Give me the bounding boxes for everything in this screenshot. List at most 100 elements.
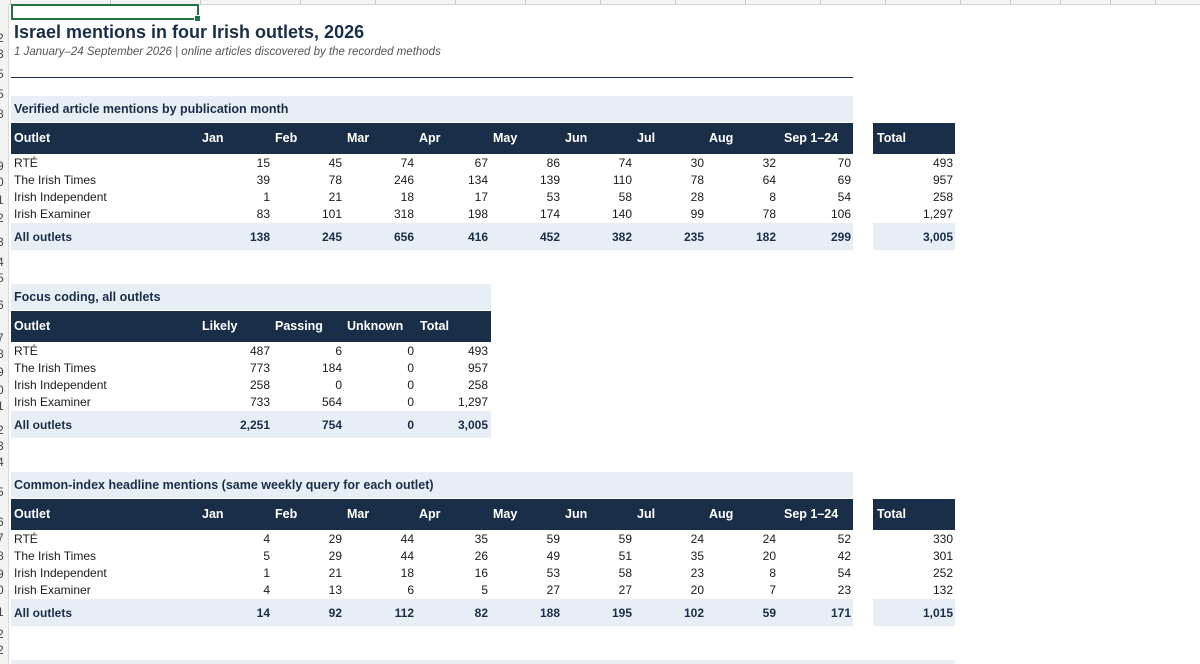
headline-row-total[interactable]: 252 bbox=[932, 566, 953, 580]
focus-cell[interactable]: 957 bbox=[467, 361, 488, 375]
monthly-col-header[interactable]: Aug bbox=[709, 131, 734, 145]
focus-all-cell[interactable]: 754 bbox=[321, 418, 342, 432]
headline-col-header[interactable]: Aug bbox=[709, 507, 734, 521]
monthly-cell[interactable]: 198 bbox=[467, 207, 488, 221]
focus-all-cell[interactable]: 3,005 bbox=[457, 418, 488, 432]
monthly-col-header[interactable]: Feb bbox=[275, 131, 298, 145]
monthly-all-cell[interactable]: 452 bbox=[539, 230, 560, 244]
headline-row-outlet[interactable]: Irish Independent bbox=[14, 566, 107, 580]
headline-cell[interactable]: 35 bbox=[690, 549, 704, 563]
monthly-cell[interactable]: 106 bbox=[830, 207, 851, 221]
monthly-cell[interactable]: 67 bbox=[474, 156, 488, 170]
monthly-cell[interactable]: 110 bbox=[612, 173, 632, 187]
monthly-cell[interactable]: 39 bbox=[256, 173, 270, 187]
headline-col-header[interactable]: Jan bbox=[202, 507, 224, 521]
monthly-row-outlet[interactable]: Irish Examiner bbox=[14, 207, 91, 221]
headline-cell[interactable]: 24 bbox=[762, 532, 776, 546]
row-number[interactable]: 6 bbox=[0, 516, 4, 528]
row-number[interactable]: 5 bbox=[0, 486, 4, 498]
headline-cell[interactable]: 20 bbox=[690, 583, 704, 597]
focus-cell[interactable]: 1,297 bbox=[457, 395, 488, 409]
monthly-col-header[interactable]: Jul bbox=[637, 131, 656, 145]
headline-row-outlet[interactable]: The Irish Times bbox=[14, 549, 97, 563]
row-number[interactable]: 3 bbox=[0, 48, 4, 60]
monthly-all-cell[interactable]: 299 bbox=[830, 230, 851, 244]
headline-all-outlets-label[interactable]: All outlets bbox=[14, 606, 73, 620]
headline-col-header[interactable]: Jun bbox=[565, 507, 588, 521]
row-number[interactable]: 9 bbox=[0, 160, 4, 172]
monthly-cell[interactable]: 134 bbox=[467, 173, 488, 187]
monthly-cell[interactable]: 30 bbox=[690, 156, 704, 170]
monthly-all-cell[interactable]: 382 bbox=[611, 230, 632, 244]
focus-row-outlet[interactable]: RTÉ bbox=[14, 344, 38, 358]
headline-col-header[interactable]: Apr bbox=[419, 507, 441, 521]
headline-cell[interactable]: 29 bbox=[328, 532, 342, 546]
row-number[interactable]: 1 bbox=[0, 400, 4, 412]
headline-row-total[interactable]: 330 bbox=[932, 532, 953, 546]
headline-cell[interactable]: 51 bbox=[618, 549, 632, 563]
monthly-row-outlet[interactable]: The Irish Times bbox=[14, 173, 97, 187]
monthly-cell[interactable]: 17 bbox=[474, 190, 488, 204]
monthly-col-header[interactable]: Sep 1–24 bbox=[784, 131, 839, 145]
row-number[interactable]: 1 bbox=[0, 606, 4, 618]
monthly-cell[interactable]: 174 bbox=[539, 207, 560, 221]
focus-cell[interactable]: 0 bbox=[407, 395, 414, 409]
monthly-cell[interactable]: 69 bbox=[837, 173, 851, 187]
row-number[interactable]: 0 bbox=[0, 384, 4, 396]
row-number[interactable]: 5 bbox=[0, 88, 4, 100]
headline-all-cell[interactable]: 92 bbox=[328, 606, 342, 620]
row-number[interactable]: 5 bbox=[0, 272, 4, 284]
monthly-col-header[interactable]: Mar bbox=[347, 131, 370, 145]
monthly-all-cell[interactable]: 656 bbox=[393, 230, 414, 244]
focus-cell[interactable]: 184 bbox=[321, 361, 342, 375]
focus-all-cell[interactable]: 0 bbox=[407, 418, 414, 432]
headline-total-header[interactable]: Total bbox=[877, 507, 906, 521]
monthly-cell[interactable]: 70 bbox=[837, 156, 851, 170]
monthly-cell[interactable]: 78 bbox=[762, 207, 776, 221]
headline-cell[interactable]: 44 bbox=[400, 549, 414, 563]
monthly-cell[interactable]: 15 bbox=[256, 156, 270, 170]
headline-col-header[interactable]: May bbox=[493, 507, 518, 521]
headline-cell[interactable]: 24 bbox=[690, 532, 704, 546]
headline-all-cell[interactable]: 102 bbox=[683, 606, 704, 620]
monthly-all-cell[interactable]: 416 bbox=[467, 230, 488, 244]
headline-cell[interactable]: 49 bbox=[546, 549, 560, 563]
headline-col-header[interactable]: Feb bbox=[275, 507, 298, 521]
focus-row-outlet[interactable]: Irish Examiner bbox=[14, 395, 91, 409]
row-number[interactable]: 4 bbox=[0, 256, 4, 268]
headline-cell[interactable]: 4 bbox=[263, 583, 270, 597]
headline-cell[interactable]: 27 bbox=[546, 583, 560, 597]
monthly-cell[interactable]: 318 bbox=[393, 207, 414, 221]
monthly-cell[interactable]: 45 bbox=[328, 156, 342, 170]
headline-all-cell[interactable]: 14 bbox=[256, 606, 270, 620]
row-number[interactable]: 9 bbox=[0, 366, 4, 378]
monthly-cell[interactable]: 101 bbox=[321, 207, 342, 221]
row-number[interactable]: 8 bbox=[0, 348, 4, 360]
monthly-row-outlet[interactable]: Irish Independent bbox=[14, 190, 107, 204]
focus-row-outlet[interactable]: Irish Independent bbox=[14, 378, 107, 392]
row-number[interactable]: 8 bbox=[0, 108, 4, 120]
monthly-all-cell[interactable]: 182 bbox=[755, 230, 776, 244]
focus-cell[interactable]: 773 bbox=[249, 361, 270, 375]
column-header-strip[interactable] bbox=[0, 0, 1200, 5]
selected-cell[interactable] bbox=[11, 4, 201, 22]
monthly-cell[interactable]: 64 bbox=[762, 173, 776, 187]
row-header-strip[interactable]: 2 3 5 5 8 9 0 1 2 3 4 5 6 7 8 9 0 1 2 3 4 5 6 7 8 9 0 1 2 2 bbox=[0, 4, 9, 664]
monthly-cell[interactable]: 83 bbox=[256, 207, 270, 221]
monthly-row-total[interactable]: 1,297 bbox=[922, 207, 953, 221]
monthly-cell[interactable]: 78 bbox=[328, 173, 342, 187]
headline-cell[interactable]: 59 bbox=[618, 532, 632, 546]
headline-row-outlet[interactable]: RTÉ bbox=[14, 532, 38, 546]
focus-all-outlets-label[interactable]: All outlets bbox=[14, 418, 73, 432]
headline-col-header[interactable]: Jul bbox=[637, 507, 656, 521]
row-number[interactable]: 7 bbox=[0, 532, 4, 544]
headline-cell[interactable]: 5 bbox=[263, 549, 270, 563]
row-number[interactable]: 6 bbox=[0, 299, 4, 311]
monthly-col-header[interactable]: Outlet bbox=[14, 131, 51, 145]
headline-all-cell[interactable]: 59 bbox=[762, 606, 776, 620]
row-number[interactable]: 0 bbox=[0, 176, 4, 188]
row-number[interactable]: 3 bbox=[0, 236, 4, 248]
headline-cell[interactable]: 58 bbox=[618, 566, 632, 580]
focus-cell[interactable]: 0 bbox=[407, 344, 414, 358]
focus-col-header[interactable]: Outlet bbox=[14, 319, 51, 333]
